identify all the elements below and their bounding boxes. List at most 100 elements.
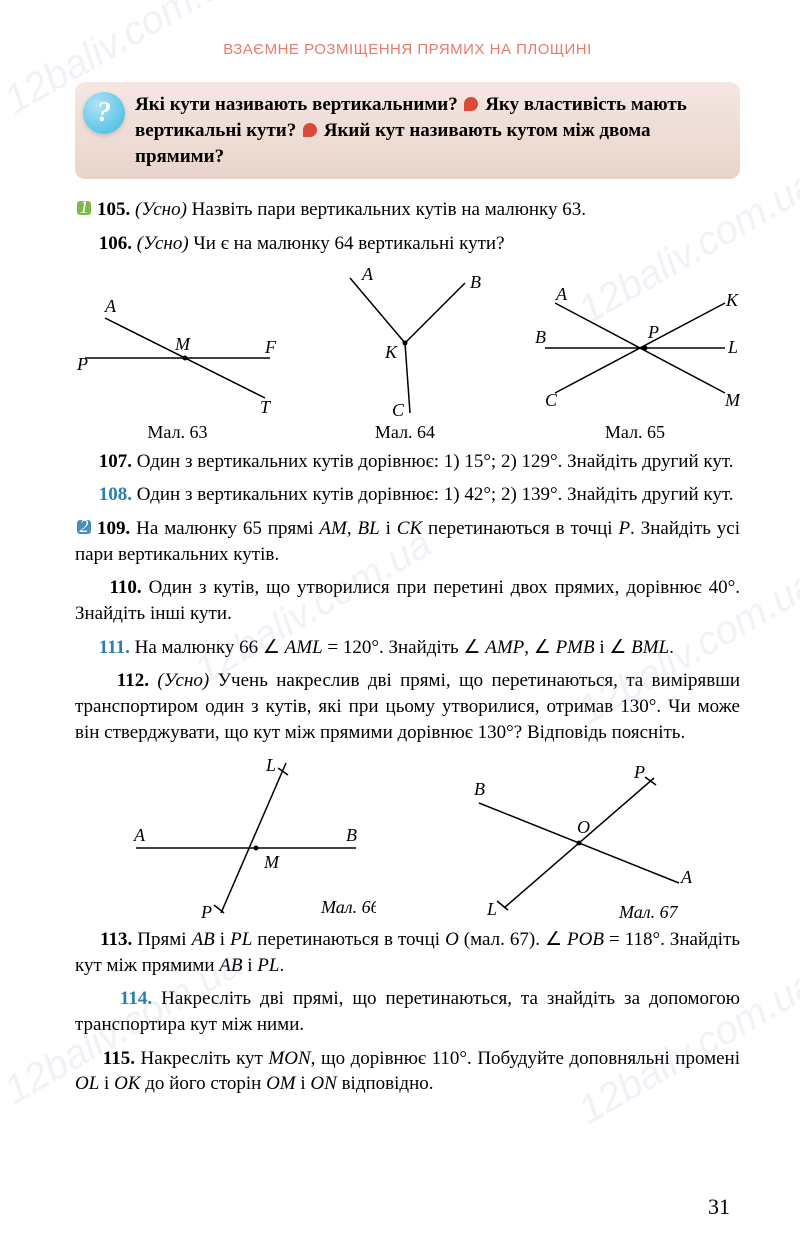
exercise-105: 1 105. (Усно) Назвіть пари вертикальних к… [75,197,740,223]
exercise-tag: (Усно) [157,670,209,691]
label-P: P [647,322,659,342]
t: і [242,955,257,976]
t: = 120°. Знайдіть ∠ [323,637,486,658]
t: Прямі [132,929,191,950]
label-A: A [361,268,374,284]
sym: P [618,518,630,539]
label-P: P [200,902,212,922]
exercise-text: Один з кутів, що утворилися при перетині… [75,577,740,624]
t: і ∠ [595,637,632,658]
sym: OL [75,1073,99,1094]
t: перетинаються в точці [252,929,445,950]
exercise-text: Накресліть дві прямі, що перетинаються, … [75,988,740,1035]
question-icon: ? [83,92,125,134]
sym: AB [192,929,215,950]
label-T: T [260,397,272,417]
t: перетинаються в точці [422,518,618,539]
t: , ∠ [524,637,555,658]
t: Накресліть кут [135,1048,268,1069]
exercise-number: 115. [103,1048,135,1069]
diagram-caption: Мал. 64 [320,420,490,444]
sym: CK [397,518,422,539]
exercise-text: Чи є на малюнку 64 вертикальні кути? [189,233,505,254]
t: . [279,955,284,976]
sym: POB [567,929,604,950]
diagram-caption: Мал. 65 [530,420,740,444]
exercise-115: 115. Накресліть кут MON, що дорівнює 110… [75,1046,740,1097]
sym: PL [257,955,279,976]
label-L: L [265,755,276,775]
label-L: L [727,337,738,357]
t: (мал. 67). ∠ [459,929,567,950]
label-A: A [680,867,693,887]
t: , [347,518,358,539]
label-F: F [264,337,277,357]
sym: PMB [556,637,595,658]
t: і [296,1073,311,1094]
diagram-67: B P O A L Мал. 67 [459,763,699,923]
exercise-113: 113. Прямі AB і PL перетинаються в точці… [75,927,740,978]
exercise-109: 2109. На малюнку 65 прямі AM, BL і CK пе… [75,516,740,567]
t: , що дорівнює 110°. Побудуйте доповняльн… [311,1048,740,1069]
exercise-tag: (Усно) [135,199,187,220]
sym: AMP [485,637,524,658]
svg-text:1: 1 [80,199,89,217]
t: На малюнку 65 прямі [130,518,319,539]
label-A: A [555,288,568,304]
sym: ON [310,1073,336,1094]
exercise-text: Один з вертикальних кутів дорівнює: 1) 4… [132,484,733,505]
exercise-number: 107. [99,451,132,472]
exercise-number: 111. [99,637,130,658]
label-B: B [474,779,485,799]
diagram-63: A P M F T Мал. 63 [75,298,280,444]
exercise-114: 114. Накресліть дві прямі, що перетинают… [75,986,740,1037]
exercise-number: 112. [117,670,149,691]
bullet-icon [303,123,317,137]
sym: BL [358,518,380,539]
label-A: A [133,825,146,845]
exercise-112: 112. (Усно) Учень накреслив дві прямі, щ… [75,668,740,745]
exercise-number: 114. [120,988,152,1009]
intro-q1: Які кути називають вертикальними? [135,94,458,115]
sym: AM [319,518,346,539]
diagram-65: A K B L C M P Мал. 65 [530,288,740,444]
label-B: B [470,272,481,292]
exercise-107: 107. Один з вертикальних кутів дорівнює:… [75,449,740,475]
label-K: K [725,290,739,310]
sym: OM [266,1073,296,1094]
exercise-number: 105. [97,199,130,220]
sym: O [445,929,459,950]
diagram-64: A B K C Мал. 64 [320,268,490,444]
exercise-108: 108. Один з вертикальних кутів дорівнює:… [75,482,740,508]
label-P: P [76,354,88,374]
label-K: K [384,342,398,362]
label-M: M [724,390,740,410]
label-C: C [392,400,405,418]
label-B: B [535,327,546,347]
exercise-110: 110. Один з кутів, що утворилися при пер… [75,575,740,626]
diagram-caption-inline: Мал. 67 [618,902,679,922]
label-O: O [577,817,590,837]
label-M: M [174,334,191,354]
svg-text:2: 2 [80,518,89,536]
exercise-tag: (Усно) [137,233,189,254]
t: і [380,518,397,539]
chapter-header: ВЗАЄМНЕ РОЗМІЩЕННЯ ПРЯМИХ НА ПЛОЩИНІ [75,40,740,60]
sym: BML [631,637,669,658]
exercise-111: 111. На малюнку 66 ∠ AML = 120°. Знайдіт… [75,635,740,661]
sym: AML [285,637,323,658]
exercise-number: 106. [99,233,132,254]
label-L: L [486,899,497,919]
exercise-number: 110. [109,577,141,598]
exercise-text: Назвіть пари вертикальних кутів на малюн… [187,199,586,220]
t: . [669,637,674,658]
marker-icon: 1 [75,199,93,217]
marker-icon: 2 [75,518,93,536]
diagram-66: L A B M P Мал. 66 [116,753,376,923]
label-B: B [346,825,357,845]
diagram-caption-inline: Мал. 66 [320,897,376,917]
t: і [99,1073,114,1094]
t: відповідно. [337,1073,434,1094]
label-C: C [545,390,558,410]
label-P: P [633,763,645,782]
